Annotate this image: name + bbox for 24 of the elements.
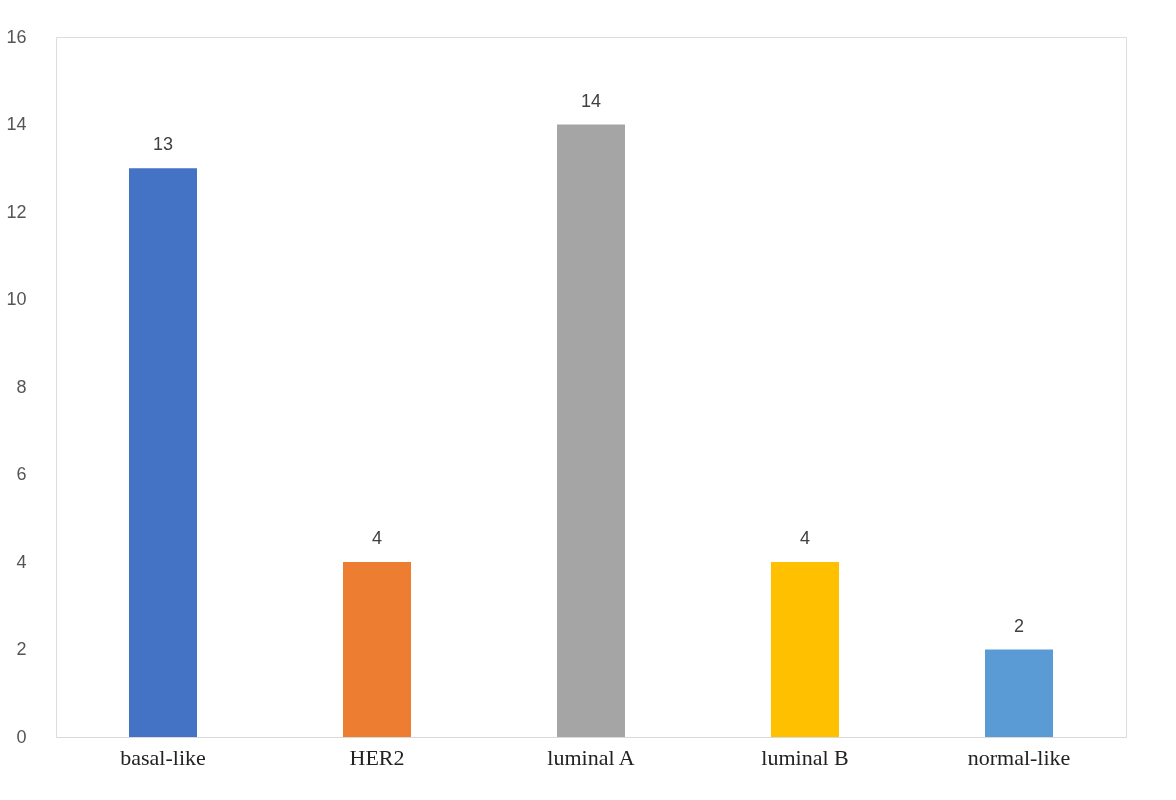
bar — [129, 168, 197, 737]
y-tick-label: 0 — [16, 726, 27, 747]
y-tick-label: 12 — [6, 201, 27, 222]
bar — [557, 124, 625, 737]
bar — [343, 562, 411, 737]
data-label: 2 — [1013, 615, 1025, 636]
bar — [771, 562, 839, 737]
y-tick-label: 14 — [6, 114, 27, 134]
y-tick-label: 2 — [16, 639, 27, 659]
data-label: 14 — [580, 90, 602, 111]
data-label: 4 — [799, 528, 811, 548]
data-label: 4 — [371, 528, 383, 548]
x-tick-label: luminal A — [547, 744, 635, 770]
x-tick-label: luminal B — [761, 744, 849, 770]
y-tick-label: 8 — [16, 376, 27, 397]
x-tick-label: HER2 — [349, 744, 405, 770]
data-label: 13 — [152, 134, 174, 155]
y-tick-label: 10 — [6, 289, 27, 309]
y-tick-label: 16 — [6, 26, 27, 47]
y-tick-label: 6 — [16, 464, 27, 484]
x-tick-label: basal-like — [120, 744, 206, 770]
x-tick-label: normal-like — [967, 744, 1071, 770]
bar — [985, 649, 1053, 737]
y-tick-label: 4 — [16, 551, 27, 572]
